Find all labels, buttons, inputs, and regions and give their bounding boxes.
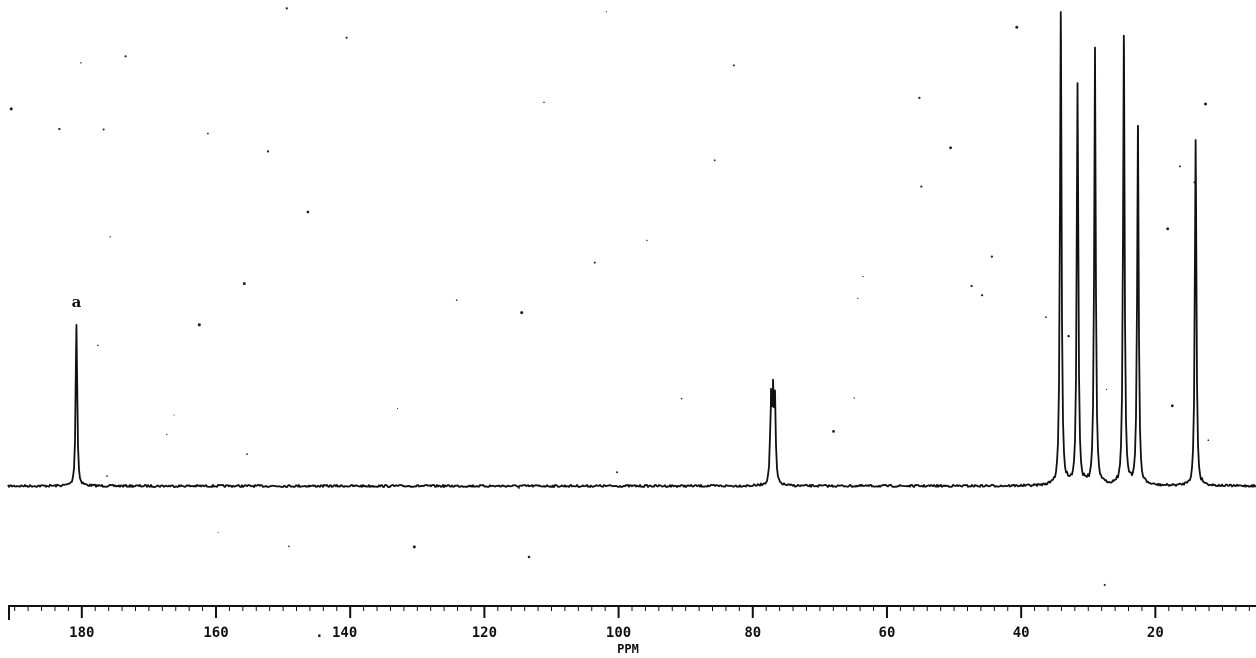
speckle (412, 545, 416, 549)
speckle (9, 107, 13, 111)
x-tick-label: 60 (879, 625, 896, 641)
spectrum-trace (7, 11, 1256, 488)
speckle (97, 344, 99, 347)
x-tick-label: 120 (472, 625, 497, 641)
speckle (455, 299, 458, 301)
x-axis-label: PPM (617, 642, 639, 656)
speckle (857, 297, 859, 300)
speckle (949, 146, 952, 150)
speckle (1103, 583, 1106, 586)
peak-annotations: a (72, 293, 82, 311)
speckle (713, 159, 716, 162)
speckle (58, 127, 61, 131)
speckle (527, 555, 531, 559)
x-tick-label: . 140 (315, 625, 357, 641)
speckle (1178, 165, 1181, 168)
speckle (918, 96, 921, 100)
speckle (285, 7, 288, 10)
speckle (207, 132, 209, 135)
speckle (1105, 388, 1108, 391)
x-axis-minor-ticks (8, 606, 1250, 620)
speckle (616, 471, 619, 474)
speckle (832, 430, 835, 433)
speckle (288, 545, 290, 548)
x-tick-label: 40 (1013, 625, 1030, 641)
speckle (109, 236, 111, 238)
speckle (306, 210, 310, 214)
speckle (980, 294, 984, 297)
speckle (106, 475, 108, 477)
speckle (1015, 25, 1019, 29)
speckle (970, 284, 973, 288)
x-tick-label: 80 (744, 625, 761, 641)
speckle (242, 282, 246, 286)
speckle (217, 531, 219, 533)
speckle (345, 36, 348, 39)
speckle (166, 433, 168, 436)
x-tick-label: 100 (606, 625, 631, 641)
speckle (1204, 102, 1207, 106)
x-tick-label: 180 (69, 625, 94, 641)
speckle (853, 397, 855, 399)
x-axis-major-ticks (80, 606, 1157, 618)
x-tick-label: 20 (1147, 625, 1164, 641)
speckle (197, 323, 201, 327)
speckle (124, 55, 127, 58)
speckle (102, 128, 105, 131)
x-axis: 180 160 . 140 120 100 80 60 40 20 PPM (8, 605, 1256, 656)
scan-speckles (9, 7, 1210, 586)
speckle (173, 414, 175, 416)
x-tick-label: 160 (203, 625, 228, 641)
x-axis-tick-labels: 180 160 . 140 120 100 80 60 40 20 (69, 625, 1164, 641)
speckle (646, 239, 648, 242)
speckle (543, 101, 545, 104)
speckle (1166, 227, 1170, 231)
speckle (1170, 404, 1174, 408)
speckle (266, 150, 270, 153)
speckle (1067, 334, 1070, 338)
speckle (862, 275, 864, 278)
speckle (1207, 439, 1210, 442)
speckle (920, 185, 923, 188)
speckle (1044, 316, 1047, 319)
speckle (680, 397, 683, 400)
speckle (396, 408, 399, 410)
speckle (80, 62, 82, 64)
speckle (990, 255, 994, 258)
speckle (605, 11, 608, 13)
speckle (520, 311, 524, 315)
speckle (732, 64, 735, 67)
speckle (246, 453, 249, 456)
peak-label: a (72, 293, 82, 311)
speckle (593, 261, 596, 264)
